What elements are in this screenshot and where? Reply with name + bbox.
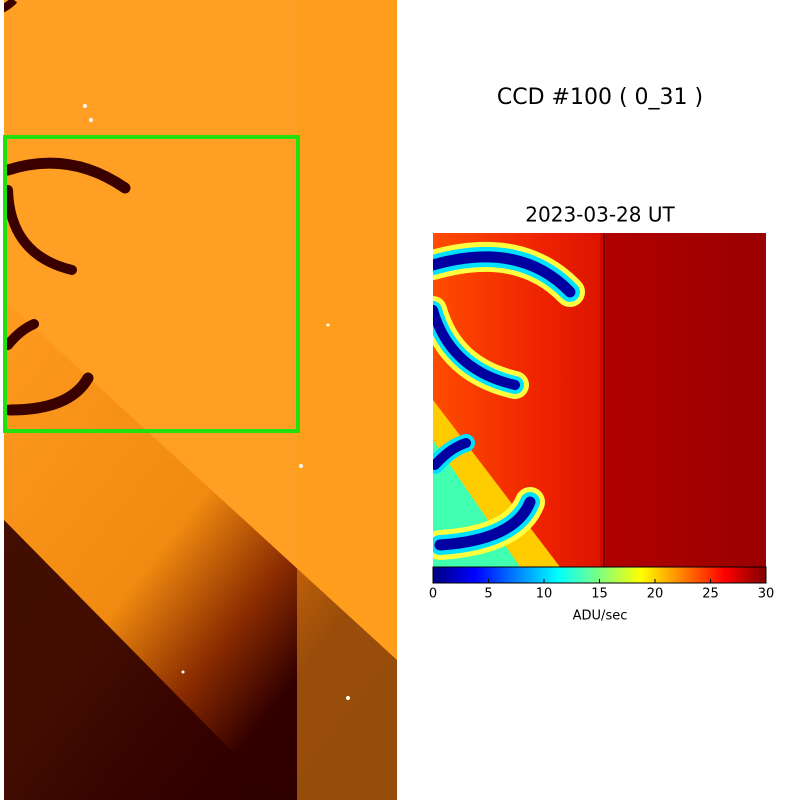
colorbar-tick-label: 0 [429,587,437,602]
colorbar-label: ADU/sec [573,609,628,624]
colorbar-tick-label: 15 [591,587,608,602]
colorbar-tick-label: 30 [758,587,775,602]
colorbar-tick-label: 10 [536,587,553,602]
ccd-full-image [4,0,397,800]
colorbar-tick-label: 5 [484,587,492,602]
title: CCD #100 ( 0_31 ) [497,85,703,110]
zoom-region [3,135,300,433]
colorbar-tick-label: 20 [647,587,664,602]
ccd-zoom-image [433,233,766,567]
subtitle: 2023-03-28 UT [525,203,675,227]
colorbar-ticks: 0 5 10 15 20 25 30 [429,579,774,602]
colorbar-tick-label: 25 [702,587,719,602]
